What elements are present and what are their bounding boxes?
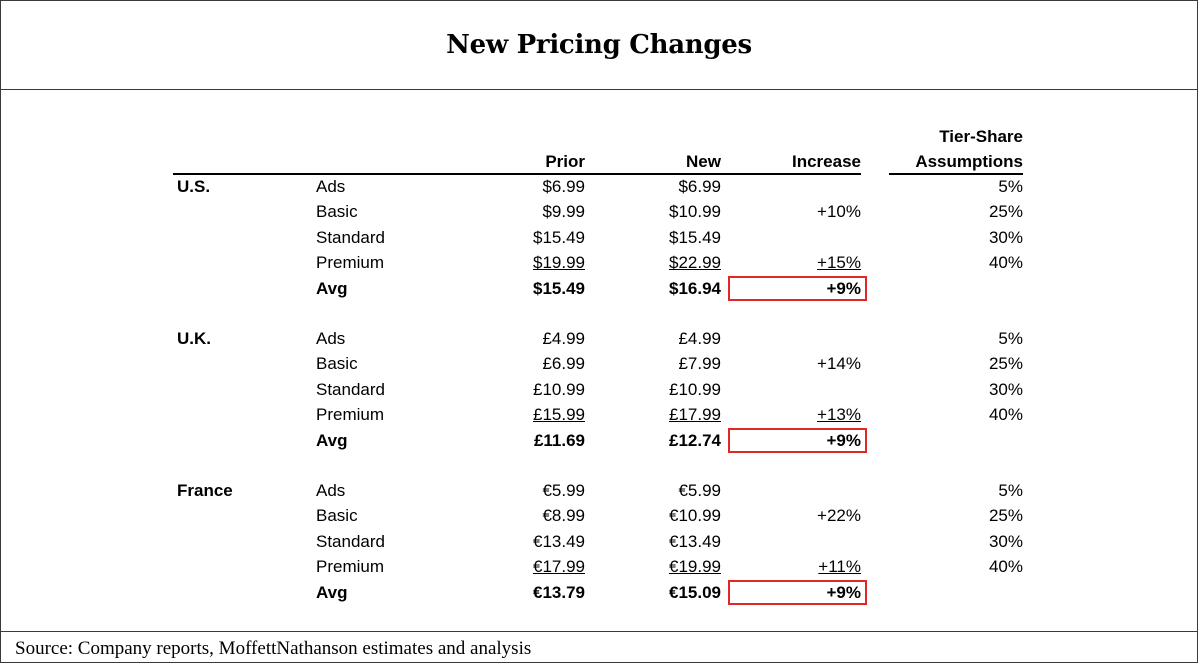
tier-share-value: 5% (998, 177, 1023, 196)
header-increase: Increase (792, 152, 861, 171)
tier-label: Basic (316, 506, 358, 525)
prior-price: £10.99 (533, 380, 585, 399)
prior-price: $15.49 (533, 279, 585, 298)
header-new: New (686, 152, 721, 171)
new-price: $6.99 (678, 177, 721, 196)
increase-value: +22% (817, 506, 861, 525)
increase-value: +11% (818, 557, 861, 576)
increase-value: +14% (817, 354, 861, 373)
prior-price: £4.99 (542, 329, 585, 348)
new-price: €15.09 (669, 583, 721, 602)
new-price: £17.99 (669, 405, 721, 424)
tier-label: Standard (316, 532, 385, 551)
header-rule-main (173, 173, 861, 175)
new-price: €13.49 (669, 532, 721, 551)
new-price: £7.99 (678, 354, 721, 373)
tier-label: Premium (316, 557, 385, 576)
tier-share-value: 25% (988, 202, 1023, 221)
tier-share-value: 40% (988, 253, 1023, 272)
tier-share-value: 30% (988, 228, 1023, 247)
prior-price: €17.99 (533, 557, 585, 576)
increase-value: +15% (817, 253, 861, 272)
tier-share-value: 25% (988, 506, 1023, 525)
tier-label: Ads (316, 177, 346, 196)
prior-price: $6.99 (542, 177, 585, 196)
region-label: France (177, 481, 233, 500)
prior-price: $9.99 (542, 202, 585, 221)
increase-value: +9% (826, 279, 862, 298)
header-tier-share-line1: Tier-Share (939, 127, 1023, 146)
new-price: $22.99 (669, 253, 721, 272)
tier-label: Avg (316, 431, 348, 450)
avg-increase-highlight (728, 428, 867, 453)
region-label: U.K. (177, 329, 211, 348)
tier-label: Premium (316, 253, 385, 272)
new-price: $15.49 (669, 228, 721, 247)
tier-label: Basic (316, 354, 358, 373)
tier-share-value: 40% (988, 405, 1023, 424)
new-price: £4.99 (678, 329, 721, 348)
tier-label: Ads (316, 329, 346, 348)
prior-price: £6.99 (542, 354, 585, 373)
tier-label: Basic (316, 202, 358, 221)
avg-increase-highlight (728, 580, 867, 605)
tier-label: Premium (316, 405, 385, 424)
new-price: $16.94 (669, 279, 721, 298)
title-bar: New Pricing Changes (1, 1, 1197, 90)
prior-price: €13.49 (533, 532, 585, 551)
tier-label: Avg (316, 279, 348, 298)
tier-share-value: 40% (988, 557, 1023, 576)
tier-label: Avg (316, 583, 348, 602)
prior-price: $15.49 (533, 228, 585, 247)
tier-share-value: 5% (998, 481, 1023, 500)
new-price: $10.99 (669, 202, 721, 221)
prior-price: €8.99 (542, 506, 585, 525)
prior-price: $19.99 (533, 253, 585, 272)
new-price: €10.99 (669, 506, 721, 525)
increase-value: +9% (826, 583, 862, 602)
tier-share-value: 30% (988, 380, 1023, 399)
prior-price: €13.79 (533, 583, 585, 602)
source-note: Source: Company reports, MoffettNathanso… (15, 638, 532, 659)
increase-value: +9% (826, 431, 862, 450)
tier-share-value: 5% (998, 329, 1023, 348)
prior-price: €5.99 (542, 481, 585, 500)
header-prior: Prior (545, 152, 585, 171)
increase-value: +10% (817, 202, 861, 221)
increase-value: +13% (817, 405, 861, 424)
new-price: £12.74 (669, 431, 721, 450)
tier-label: Standard (316, 228, 385, 247)
page-title: New Pricing Changes (446, 30, 752, 60)
prior-price: £11.69 (533, 431, 585, 450)
header-tier-share-line2: Assumptions (915, 152, 1023, 171)
tier-label: Standard (316, 380, 385, 399)
tier-share-value: 30% (988, 532, 1023, 551)
footer: Source: Company reports, MoffettNathanso… (1, 631, 1197, 663)
new-price: £10.99 (669, 380, 721, 399)
avg-increase-highlight (728, 276, 867, 301)
new-price: €19.99 (669, 557, 721, 576)
new-price: €5.99 (678, 481, 721, 500)
tier-share-value: 25% (988, 354, 1023, 373)
header-rule-tier-share (889, 173, 1023, 175)
prior-price: £15.99 (533, 405, 585, 424)
region-label: U.S. (177, 177, 211, 196)
tier-label: Ads (316, 481, 346, 500)
